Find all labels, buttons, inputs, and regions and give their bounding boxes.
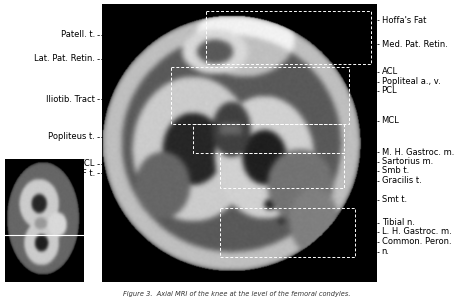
Text: ACL: ACL [382, 68, 398, 76]
Text: Figure 3.  Axial MRI of the knee at the level of the femoral condyles.: Figure 3. Axial MRI of the knee at the l… [123, 291, 351, 297]
Text: Popliteal a., v.: Popliteal a., v. [382, 77, 440, 86]
Text: PCL: PCL [382, 86, 397, 95]
Text: MCL: MCL [382, 116, 399, 125]
Bar [102, 4, 377, 282]
Text: Hoffa's Fat: Hoffa's Fat [382, 16, 426, 25]
Bar [5, 159, 83, 282]
Text: L. H. Gastroc. m.: L. H. Gastroc. m. [382, 227, 451, 236]
Bar [192, 124, 344, 153]
Text: Med. Pat. Retin.: Med. Pat. Retin. [382, 40, 447, 49]
Text: Smb t.: Smb t. [382, 167, 409, 176]
Text: Patell. t.: Patell. t. [61, 30, 95, 39]
Text: Lat. Pat. Retin.: Lat. Pat. Retin. [34, 54, 95, 63]
Text: M. H. Gastroc. m.: M. H. Gastroc. m. [382, 148, 454, 157]
Bar [171, 67, 349, 124]
Bar [220, 208, 355, 257]
Text: Tibial n.: Tibial n. [382, 218, 415, 227]
Text: Smt t.: Smt t. [382, 195, 407, 204]
Text: Popliteus t.: Popliteus t. [48, 132, 95, 141]
Text: Common. Peron.: Common. Peron. [382, 237, 451, 246]
Bar [220, 153, 344, 188]
Text: Sartorius m.: Sartorius m. [382, 158, 433, 166]
Text: FCL: FCL [80, 159, 95, 168]
Text: Iliotib. Tract: Iliotib. Tract [46, 94, 95, 103]
Bar [206, 11, 371, 64]
Text: BF t.: BF t. [75, 169, 95, 178]
Text: Gracilis t.: Gracilis t. [382, 176, 421, 185]
Text: n.: n. [382, 248, 390, 256]
